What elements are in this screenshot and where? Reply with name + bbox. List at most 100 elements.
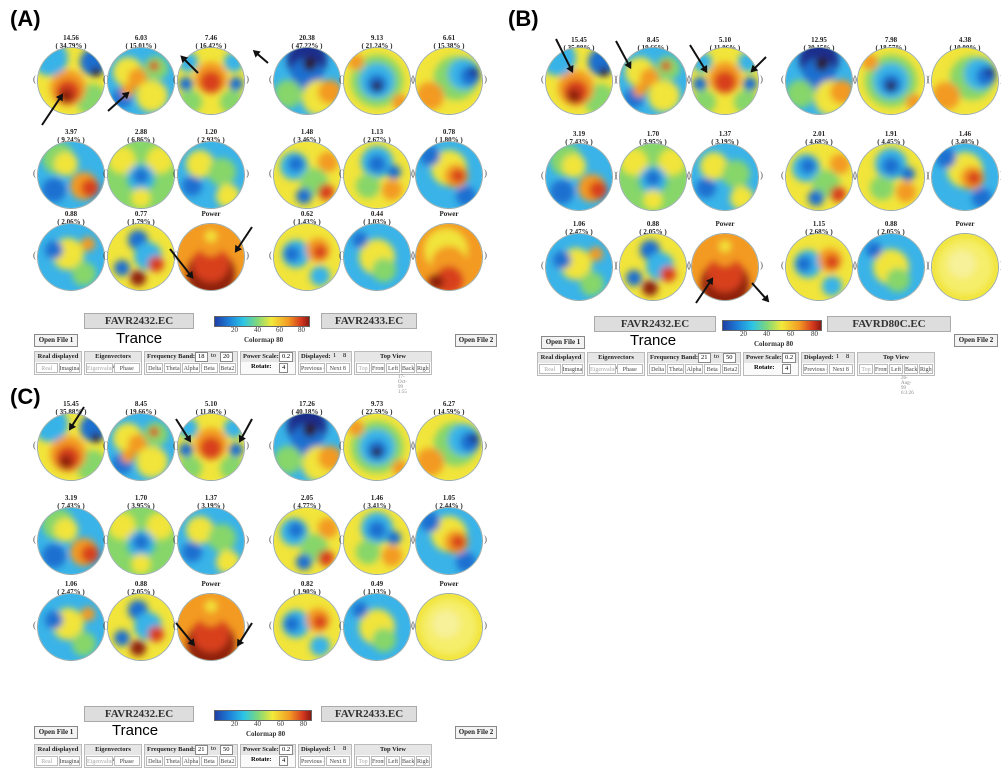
topographic-map <box>108 414 174 480</box>
option-button[interactable]: Alpha <box>182 756 200 766</box>
ear-marker-icon: ( <box>781 170 784 180</box>
option-button[interactable]: Previous 8 <box>803 364 828 374</box>
displayed-group: Displayed: 1 8 Previous 8 Next 8 <box>298 744 352 768</box>
ear-marker-icon: ) <box>926 170 929 180</box>
ear-marker-icon: ) <box>106 534 109 544</box>
ear-marker-icon: ) <box>106 440 109 450</box>
option-button[interactable]: Front <box>371 756 385 766</box>
option-button[interactable]: Beta <box>200 756 218 766</box>
option-button[interactable]: Eigenvalues <box>589 364 616 374</box>
topographic-map <box>274 48 340 114</box>
option-button[interactable]: Theta <box>164 756 182 766</box>
option-button[interactable]: Right <box>919 364 933 374</box>
ear-marker-icon: ) <box>176 250 179 260</box>
eigenvalue: 12.95 <box>811 36 827 44</box>
topographic-map <box>38 48 104 114</box>
panel-b: (B) 15.45( 35.88% )()8.45( 19.66% )()5.1… <box>504 0 1001 396</box>
option-button[interactable]: Next 8 <box>325 756 350 766</box>
band-from-input[interactable]: 21 <box>698 353 711 363</box>
band-to-input[interactable]: 20 <box>220 352 233 362</box>
eigenvalue: 6.03 <box>134 34 148 42</box>
option-button[interactable]: Beta <box>200 363 218 373</box>
rotate-select[interactable]: 4 <box>782 364 792 374</box>
eigenvalue: 0.49 <box>370 580 384 588</box>
open-file-2-button[interactable]: Open File 2 <box>455 334 497 347</box>
eigenvalue: 9.13 <box>370 34 384 42</box>
ear-marker-icon: ( <box>339 534 342 544</box>
option-button[interactable]: Top <box>356 756 370 766</box>
band-from-input[interactable]: 21 <box>195 745 208 755</box>
option-button[interactable]: Right <box>416 756 430 766</box>
rotate-select[interactable]: 4 <box>279 756 289 766</box>
option-button[interactable]: Imaginary <box>58 756 80 766</box>
option-button[interactable]: Next 8 <box>828 364 853 374</box>
eigenvalue: 5.10 <box>718 36 732 44</box>
option-button[interactable]: Phase <box>616 364 643 374</box>
option-button[interactable]: Top <box>859 364 873 374</box>
option-button[interactable]: Next 8 <box>325 363 350 373</box>
option-button[interactable]: Theta <box>164 363 182 373</box>
option-button[interactable]: Left <box>386 363 400 373</box>
option-button[interactable]: Back <box>904 364 918 374</box>
eigenvalue-percent: ( 1.13% ) <box>363 588 391 596</box>
ear-marker-icon: ( <box>269 250 272 260</box>
option-button[interactable]: Top <box>356 363 370 373</box>
eigenvalue: 1.48 <box>300 128 314 136</box>
option-button[interactable]: Delta <box>649 364 667 374</box>
option-button[interactable]: Previous 8 <box>300 756 325 766</box>
eigenvalue: 3.19 <box>572 130 586 138</box>
ear-marker-icon: ( <box>615 74 618 84</box>
option-button[interactable]: Beta <box>703 364 721 374</box>
open-file-2-button[interactable]: Open File 2 <box>455 726 497 739</box>
band-from-input[interactable]: 18 <box>195 352 208 362</box>
group-title: Power Scale: <box>241 745 295 755</box>
ear-marker-icon: ( <box>269 74 272 84</box>
option-button[interactable]: Previous 8 <box>300 363 325 373</box>
eigenvalue-label: 6.03( 15.01% ) <box>101 34 181 50</box>
colormap-label: Colormap 80 <box>244 336 284 344</box>
group-title: Top View <box>355 352 431 362</box>
option-button[interactable]: Back <box>401 363 415 373</box>
option-button[interactable]: Front <box>874 364 888 374</box>
power-scale-select[interactable]: 0.2 <box>279 745 294 755</box>
option-button[interactable]: Real <box>36 363 58 373</box>
topographic-map <box>108 508 174 574</box>
option-button[interactable]: Theta <box>667 364 685 374</box>
band-to-input[interactable]: 50 <box>723 353 736 363</box>
eigenvalue-percent: ( 11.86% ) <box>195 408 227 416</box>
option-button[interactable]: Beta2 <box>721 364 740 374</box>
option-button[interactable]: Imaginary <box>58 363 80 373</box>
option-button[interactable]: Beta2 <box>218 756 237 766</box>
option-button[interactable]: Real <box>36 756 58 766</box>
option-button[interactable]: Right <box>416 363 430 373</box>
option-button[interactable]: Beta2 <box>218 363 237 373</box>
option-button[interactable]: Delta <box>146 756 164 766</box>
displayed-group: Displayed: 1 8 Previous 8 Next 8 <box>801 352 855 376</box>
option-button[interactable]: Back <box>401 756 415 766</box>
option-button[interactable]: Imaginary <box>561 364 583 374</box>
open-file-2-button[interactable]: Open File 2 <box>954 334 998 347</box>
band-to-input[interactable]: 50 <box>220 745 233 755</box>
open-file-1-button[interactable]: Open File 1 <box>34 334 78 347</box>
option-button[interactable]: Left <box>889 364 903 374</box>
option-button[interactable]: Phase <box>113 756 140 766</box>
colormap-tick: 20 <box>231 326 238 334</box>
option-button[interactable]: Alpha <box>685 364 703 374</box>
ear-marker-icon: ) <box>176 168 179 178</box>
power-scale-select[interactable]: 0.2 <box>782 353 797 363</box>
open-file-1-button[interactable]: Open File 1 <box>34 726 78 739</box>
option-button[interactable]: Left <box>386 756 400 766</box>
option-button[interactable]: Eigenvalues <box>86 363 113 373</box>
rotate-select[interactable]: 4 <box>279 363 289 373</box>
power-scale-select[interactable]: 0.2 <box>279 352 294 362</box>
open-file-1-button[interactable]: Open File 1 <box>541 336 585 349</box>
option-button[interactable]: Delta <box>146 363 164 373</box>
option-button[interactable]: Phase <box>113 363 140 373</box>
eigenvalue-label: 8.45( 19.66% ) <box>101 400 181 416</box>
option-button[interactable]: Front <box>371 363 385 373</box>
ear-marker-icon: ( <box>33 74 36 84</box>
eigenvalue: 17.26 <box>299 400 315 408</box>
option-button[interactable]: Real <box>539 364 561 374</box>
option-button[interactable]: Alpha <box>182 363 200 373</box>
option-button[interactable]: Eigenvalues <box>86 756 113 766</box>
